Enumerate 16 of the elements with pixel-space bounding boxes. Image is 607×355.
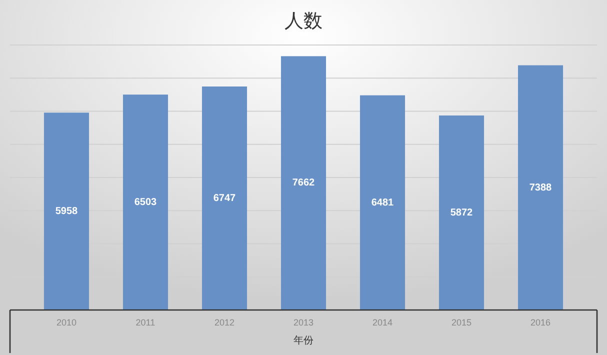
x-tick-label: 2013 xyxy=(293,317,314,328)
x-tick-label: 2010 xyxy=(56,317,77,328)
data-label: 6481 xyxy=(371,197,394,208)
x-tick-label: 2014 xyxy=(372,317,393,328)
data-label: 7662 xyxy=(292,178,316,189)
x-axis-title: 年份 xyxy=(294,334,314,347)
data-label: 7388 xyxy=(529,182,552,194)
data-label: 6503 xyxy=(134,196,158,208)
data-label: 5958 xyxy=(55,206,78,217)
data-label: 6747 xyxy=(213,192,236,204)
x-tick-label: 2016 xyxy=(530,317,551,328)
x-tick-label: 2011 xyxy=(136,317,156,328)
x-tick-label: 2012 xyxy=(214,317,235,328)
chart-title: 人数 xyxy=(284,10,322,32)
data-label: 5872 xyxy=(450,207,474,218)
x-tick-label: 2015 xyxy=(451,317,472,328)
